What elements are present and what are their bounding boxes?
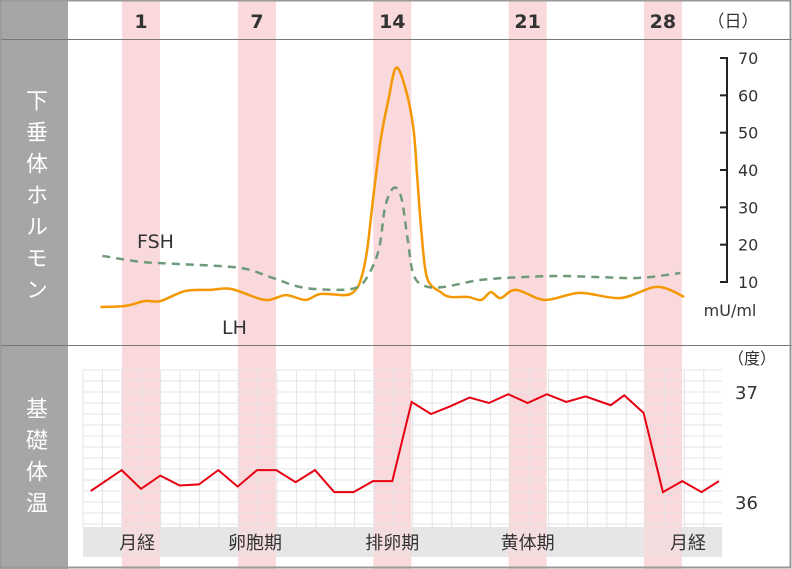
day-label-28: 28 (650, 11, 676, 33)
hormone-side-label-wrap: 下垂体ホルモン (0, 89, 68, 310)
y-tick-label: 70 (738, 49, 758, 68)
highlight-band-overlay (508, 527, 547, 557)
highlight-band-day-14 (373, 0, 412, 569)
temperature-unit-label: （度） (728, 349, 776, 368)
y-tick-label: 20 (738, 236, 758, 255)
highlight-band-day-21 (508, 0, 547, 569)
highlight-band-overlay (237, 527, 276, 557)
day-label-14: 14 (379, 11, 405, 33)
day-label-21: 21 (514, 11, 540, 33)
temperature-tick-label: 37 (735, 383, 758, 404)
phase-label: 排卵期 (365, 533, 419, 554)
highlight-band-day-7 (237, 0, 276, 569)
day-unit-label: （日） (708, 12, 759, 32)
temperature-side-label: 基礎体温 (22, 397, 47, 523)
y-tick-label: 30 (738, 198, 758, 217)
y-tick-label: 10 (738, 273, 758, 292)
temperature-tick-label: 36 (735, 493, 758, 514)
temperature-side-label-wrap: 基礎体温 (0, 397, 68, 523)
highlight-band-overlay (643, 527, 682, 557)
lh-legend-label: LH (222, 317, 247, 339)
temperature-grid (82, 369, 722, 527)
phase-label: 月経 (119, 533, 155, 554)
day-label-7: 7 (250, 11, 263, 33)
hormone-unit-label: mU/ml (704, 301, 757, 320)
hormone-side-label: 下垂体ホルモン (22, 89, 47, 310)
sidebar (0, 0, 68, 569)
y-tick-label: 40 (738, 161, 758, 180)
phase-label: 卵胞期 (228, 533, 282, 554)
highlight-band-day-28 (643, 0, 682, 569)
day-label-1: 1 (134, 11, 147, 33)
y-tick-label: 60 (738, 86, 758, 105)
highlight-band-overlay (122, 527, 160, 557)
highlight-band-overlay (373, 527, 412, 557)
phase-label: 月経 (670, 533, 706, 554)
phase-label: 黄体期 (501, 533, 555, 554)
temperature-line (90, 393, 720, 494)
fsh-line (102, 186, 681, 292)
y-tick-label: 50 (738, 124, 758, 143)
fsh-legend-label: FSH (137, 231, 174, 253)
lh-line (100, 66, 685, 309)
